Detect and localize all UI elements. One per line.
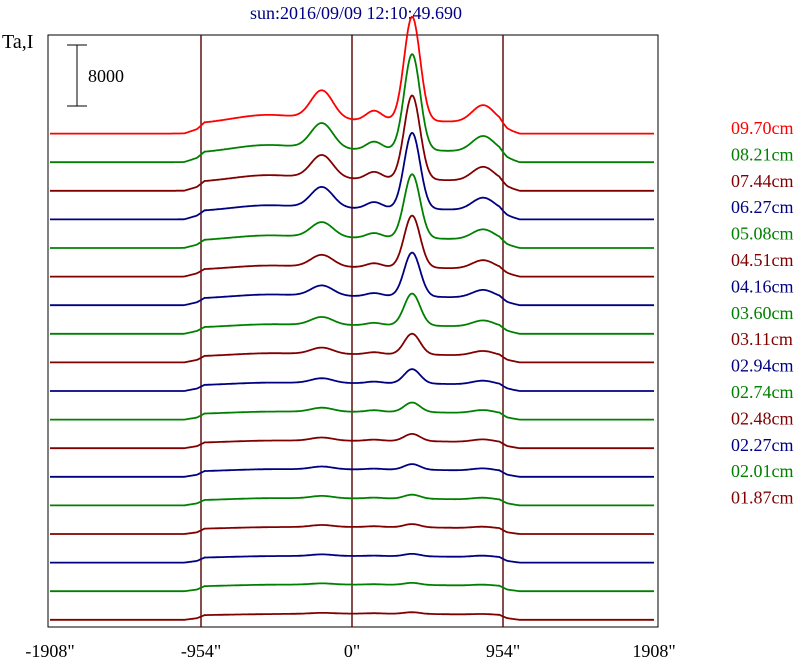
legend-entry: 03.11cm <box>731 329 793 349</box>
legend-entry: 08.21cm <box>731 144 794 164</box>
chart-title: sun:2016/09/09 12:10:49.690 <box>250 3 462 23</box>
legend-entry: 06.27cm <box>731 197 794 217</box>
series-line <box>50 53 654 164</box>
series-line <box>50 368 654 392</box>
series-line <box>50 332 654 364</box>
series-line <box>50 553 654 564</box>
x-tick-label: 954" <box>486 641 520 661</box>
series-line <box>50 401 654 421</box>
legend-entry: 02.74cm <box>731 382 794 402</box>
legend-entry: 02.48cm <box>731 408 794 428</box>
series-line <box>50 94 654 192</box>
plot-frame <box>47 34 659 628</box>
legend-entry: 02.94cm <box>731 356 794 376</box>
series-line <box>50 15 654 135</box>
series-line <box>50 251 654 307</box>
legend-entry: 04.16cm <box>731 276 794 296</box>
legend-entry: 02.27cm <box>731 435 794 455</box>
x-tick-label: -1908" <box>25 641 74 661</box>
x-tick-label: 0" <box>344 641 360 661</box>
series-line <box>50 173 654 249</box>
series-line <box>50 463 654 478</box>
x-tick-label: -954" <box>181 641 221 661</box>
x-tick-label: 1908" <box>632 641 675 661</box>
legend-entry: 07.44cm <box>731 171 794 191</box>
series-line <box>50 132 654 221</box>
legend-entry: 02.01cm <box>731 461 794 481</box>
series-line <box>50 433 654 450</box>
legend-entry: 05.08cm <box>731 224 794 244</box>
series-line <box>50 582 654 593</box>
series-line <box>50 214 654 278</box>
legend-entry: 09.70cm <box>731 118 794 138</box>
series-line <box>50 611 654 621</box>
legend-entry: 01.87cm <box>731 488 794 508</box>
series-line <box>50 292 654 335</box>
series-line <box>50 493 654 507</box>
legend-entry: 04.51cm <box>731 250 794 270</box>
series-line <box>50 523 654 535</box>
scale-bar-label: 8000 <box>88 66 124 86</box>
intensity-scale-bar: 8000 <box>67 44 124 107</box>
y-axis-label: Ta,I <box>2 31 33 53</box>
legend-entry: 03.60cm <box>731 303 794 323</box>
